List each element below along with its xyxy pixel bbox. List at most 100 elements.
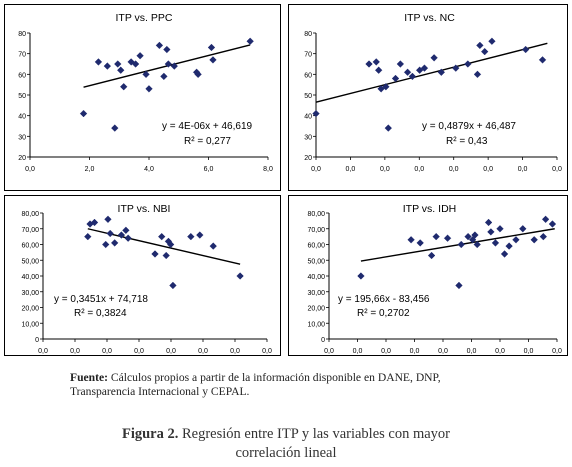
x-tick-label: 0,0: [38, 348, 48, 355]
y-tick-label: 0: [35, 337, 39, 344]
data-point: [79, 109, 88, 118]
chart-frame: [4, 195, 281, 356]
x-tick-label: 8,0: [263, 166, 273, 173]
data-point: [166, 240, 175, 249]
data-point: [103, 62, 112, 70]
y-tick-label: 10,00: [307, 321, 325, 328]
caption-line-1: Regresión entre ITP y las variables con …: [181, 426, 451, 442]
data-point: [120, 83, 128, 91]
x-tick-label: 0,0: [524, 348, 534, 355]
x-tick-label: 0,0: [552, 166, 562, 173]
y-tick-label: 70,00: [307, 227, 325, 234]
data-point: [382, 83, 390, 91]
data-point: [124, 234, 132, 242]
data-point: [122, 226, 130, 235]
data-point: [464, 60, 472, 68]
data-point: [443, 234, 452, 242]
data-point: [114, 60, 122, 68]
data-point: [407, 236, 415, 244]
data-point: [487, 228, 495, 236]
data-point: [164, 60, 173, 68]
figure-caption: Figura 2. Regresión entre ITP y las vari…: [0, 426, 572, 443]
data-point: [521, 45, 530, 54]
data-point: [84, 232, 92, 241]
data-point: [374, 66, 383, 74]
y-tick-label: 80: [18, 31, 26, 38]
x-tick-label: 0,0: [410, 348, 420, 355]
data-point: [484, 218, 493, 227]
data-point: [473, 240, 481, 249]
data-point: [136, 52, 144, 60]
trendline: [87, 228, 241, 265]
r-squared: R² = 0,277: [184, 136, 231, 147]
data-point: [131, 60, 140, 68]
y-tick-label: 40: [18, 114, 26, 121]
x-tick-label: 0,0: [467, 348, 477, 355]
r-squared: R² = 0,2702: [357, 308, 410, 319]
data-point: [430, 54, 438, 62]
data-point: [106, 229, 114, 238]
source-note: Fuente: Cálculos propios a partir de la …: [70, 371, 550, 399]
data-point: [142, 70, 150, 79]
chart-title: ITP vs. NC: [404, 12, 455, 24]
data-point: [530, 236, 538, 244]
data-point: [500, 250, 509, 258]
y-tick-label: 80: [304, 31, 312, 38]
data-point: [481, 47, 489, 56]
data-point: [110, 239, 119, 247]
data-point: [102, 240, 110, 249]
caption-label: Figura 2.: [121, 426, 179, 442]
chart-2: ITP vs. NC 20 30 40 50 60 70 80 0,0 0,0 0,0 0,0 0,0 0…: [288, 4, 568, 191]
trend-equation: y = 195,66x - 83,456: [338, 294, 430, 305]
data-point: [117, 66, 125, 74]
data-point: [357, 272, 365, 280]
y-tick-label: 30,00: [307, 290, 325, 297]
x-tick-label: 0,0: [380, 166, 390, 173]
data-point: [196, 231, 204, 239]
data-point: [505, 242, 513, 250]
x-tick-label: 0,0: [166, 348, 176, 355]
y-tick-label: 0: [321, 337, 325, 344]
y-tick-label: 70: [18, 52, 26, 59]
x-tick-label: 0,0: [311, 166, 321, 173]
y-tick-label: 80,00: [21, 211, 39, 218]
y-tick-label: 30: [18, 134, 26, 141]
chart-title: ITP vs. IDH: [403, 203, 456, 215]
data-point: [427, 251, 436, 260]
data-point: [512, 236, 520, 244]
data-point: [538, 56, 547, 64]
x-tick-label: 2,0: [85, 166, 95, 173]
data-point: [169, 281, 177, 290]
x-tick-label: 0,0: [518, 166, 528, 173]
chart-4: ITP vs. IDH 0 10,00 20,00 30,00 40,00 50,00 60,…: [288, 195, 568, 356]
trend-equation: y = 0,4879x + 46,487: [422, 121, 516, 132]
data-point: [111, 124, 119, 132]
y-tick-label: 70: [304, 52, 312, 59]
data-point: [209, 56, 217, 64]
y-tick-label: 40,00: [307, 274, 325, 281]
data-point: [104, 215, 112, 223]
x-tick-label: 0,0: [346, 166, 356, 173]
data-point: [365, 60, 373, 68]
y-tick-label: 40: [304, 114, 312, 121]
x-tick-label: 0,0: [262, 348, 272, 355]
data-point: [541, 215, 550, 223]
x-tick-label: 0,0: [324, 348, 334, 355]
chart-1: ITP vs. PPC 20 30 40 50 60 70 80 0,0 2,0 4,0 6,0 8,0…: [4, 4, 281, 191]
data-point: [416, 239, 424, 247]
x-tick-label: 6,0: [204, 166, 214, 173]
data-point: [187, 232, 195, 241]
data-point: [127, 58, 135, 66]
y-tick-label: 20: [18, 155, 26, 162]
chart-frame: [288, 195, 568, 356]
y-tick-label: 60,00: [307, 243, 325, 250]
y-tick-label: 50: [18, 93, 26, 100]
data-point: [160, 72, 168, 81]
trendline: [315, 42, 548, 103]
y-tick-label: 50: [304, 93, 312, 100]
chart-frame: [4, 4, 281, 191]
y-tick-label: 40,00: [21, 274, 39, 281]
data-point: [471, 231, 479, 239]
data-point: [90, 218, 99, 227]
data-point: [476, 41, 484, 50]
